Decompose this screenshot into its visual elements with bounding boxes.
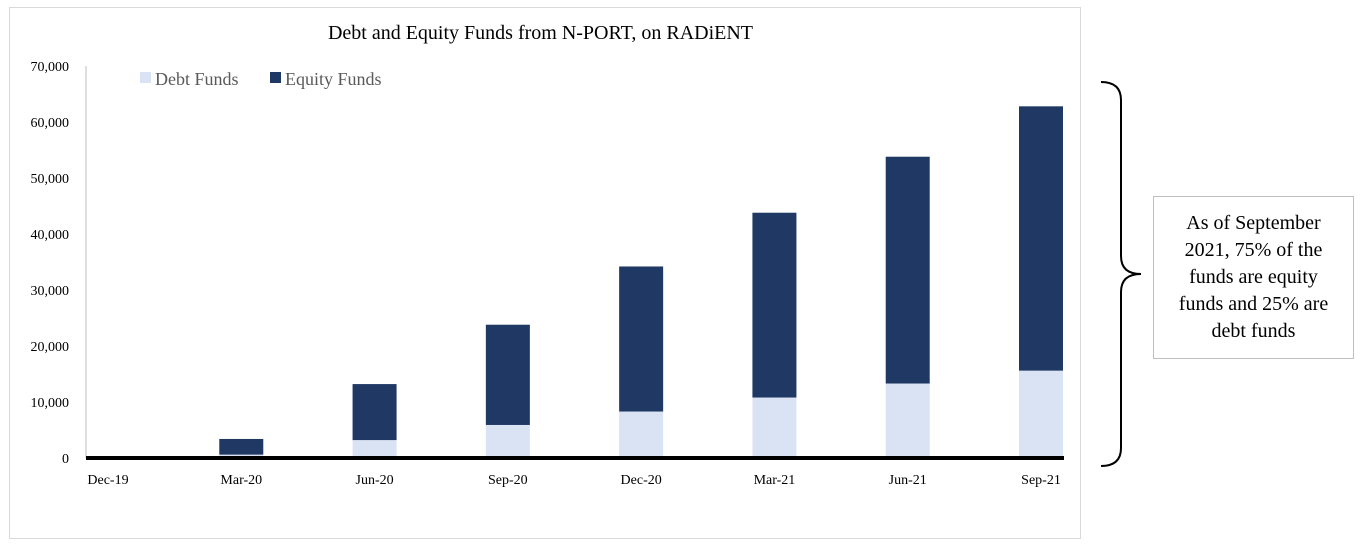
y-tick-label: 0 [62,452,69,467]
x-tick-label: Dec-20 [621,473,662,488]
legend: Debt Funds Equity Funds [140,69,382,89]
debt-funds-bar [352,440,397,458]
debt-funds-bar [485,424,530,458]
x-tick-label: Jun-20 [356,473,394,488]
legend-swatch-debt [140,72,151,83]
legend-label-equity: Equity Funds [285,69,382,89]
x-tick-label: Sep-21 [1021,473,1061,488]
y-tick-label: 20,000 [31,340,70,355]
y-tick-label: 70,000 [31,60,70,75]
x-tick-label: Jun-21 [889,473,927,488]
debt-funds-bar [619,411,664,458]
y-axis: 0 10,000 20,000 30,000 40,000 50,000 60,000 70,… [31,60,87,467]
annotation-box: As of September 2021, 75% of the funds a… [1153,196,1354,359]
x-tick-label: Mar-21 [754,473,796,488]
y-tick-label: 10,000 [31,396,70,411]
x-tick-label: Sep-20 [488,473,528,488]
equity-funds-bar [485,324,530,425]
equity-funds-bar [1019,106,1063,371]
y-tick-label: 50,000 [31,172,70,187]
legend-label-debt: Debt Funds [155,69,239,89]
x-tick-label: Dec-19 [87,473,128,488]
annotation-line: funds and 25% are [1178,293,1329,315]
annotation-line: As of September [1186,212,1321,234]
annotation-line: 2021, 75% of the [1184,239,1323,261]
bars [219,106,1063,458]
x-axis: Dec-19 Mar-20 Jun-20 Sep-20 Dec-20 Mar-21 Jun-… [86,456,1064,488]
y-tick-label: 40,000 [31,228,70,243]
equity-funds-bar [752,212,797,398]
annotation-line: funds are equity [1189,266,1318,288]
equity-funds-bar [885,156,930,384]
equity-funds-bar [219,438,264,455]
debt-funds-bar [752,397,797,458]
equity-funds-bar [352,384,397,441]
legend-swatch-equity [270,72,281,83]
x-tick-label: Mar-20 [220,473,262,488]
chart-title: Debt and Equity Funds from N-PORT, on RA… [327,22,754,44]
debt-funds-bar [885,383,930,458]
y-tick-label: 30,000 [31,284,70,299]
equity-funds-bar [619,266,664,412]
curly-brace [1100,81,1142,467]
annotation-line: debt funds [1211,320,1296,342]
y-tick-label: 60,000 [31,116,70,131]
debt-funds-bar [1019,370,1063,458]
